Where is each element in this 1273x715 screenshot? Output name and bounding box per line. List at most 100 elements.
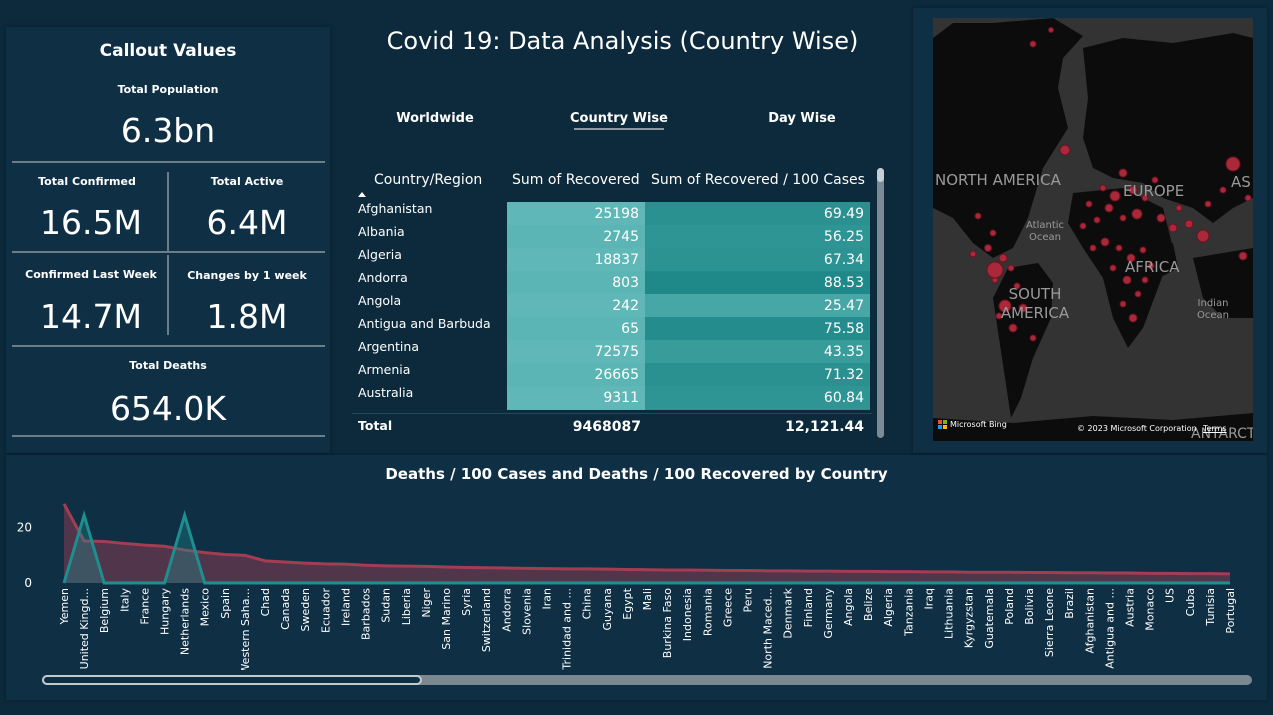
- map-label-indian-ocean: Indian Ocean: [1197, 298, 1229, 321]
- x-tick-label: Iran: [540, 588, 553, 610]
- chart-scrollbar-thumb[interactable]: [42, 675, 422, 685]
- table-cell-recovered-per-100[interactable]: 60.84: [645, 386, 870, 409]
- map-label-atlantic-ocean: Atlantic Ocean: [1025, 220, 1065, 243]
- x-tick-label: Afghanistan: [1083, 588, 1096, 654]
- table-cell-recovered-per-100[interactable]: 69.49: [645, 202, 870, 225]
- x-tick-label: Chad: [259, 588, 272, 616]
- table-scrollbar-thumb[interactable]: [877, 168, 884, 182]
- table-cell-recovered[interactable]: 9311: [507, 386, 645, 409]
- table-row-country[interactable]: Albania: [358, 224, 405, 239]
- table-row-country[interactable]: Algeria: [358, 247, 402, 262]
- table-row-country[interactable]: Afghanistan: [358, 201, 433, 216]
- x-tick-label: Belize: [862, 588, 875, 621]
- x-tick-label: Yemen: [58, 588, 71, 626]
- chart-panel: [6, 455, 1267, 700]
- map-label-africa: AFRICA: [1125, 258, 1180, 276]
- table-cell-recovered[interactable]: 18837: [507, 248, 645, 271]
- total-deaths-value: 654.0K: [109, 389, 227, 428]
- x-tick-label: Peru: [742, 588, 755, 613]
- col-header-recovered-per-100[interactable]: Sum of Recovered / 100 Cases: [651, 172, 865, 188]
- x-tick-label: Angola: [842, 588, 855, 626]
- confirmed-last-week-label: Confirmed Last Week: [25, 268, 157, 281]
- active-tab-underline: [574, 128, 664, 130]
- x-tick-label: Guyana: [601, 588, 614, 630]
- table-cell-recovered-per-100[interactable]: 71.32: [645, 363, 870, 386]
- x-tick-label: Italy: [118, 588, 131, 612]
- series-line-0[interactable]: [62, 503, 1231, 576]
- changes-label: Changes by 1 week: [187, 269, 307, 282]
- map-label-asia: AS: [1231, 173, 1251, 191]
- table-cell-recovered-per-100[interactable]: 25.47: [645, 294, 870, 317]
- x-tick-label: France: [138, 588, 151, 625]
- table-cell-recovered-per-100[interactable]: 75.58: [645, 317, 870, 340]
- table-cell-recovered-per-100[interactable]: 43.35: [645, 340, 870, 363]
- series-area-0[interactable]: [64, 503, 1230, 583]
- series-area-1[interactable]: [64, 515, 1230, 583]
- sort-ascending-icon[interactable]: [357, 190, 367, 198]
- table-cell-recovered[interactable]: 803: [507, 271, 645, 294]
- x-tick-label: Slovenia: [520, 588, 533, 635]
- tab-worldwide[interactable]: Worldwide: [396, 111, 474, 126]
- callout-title: Callout Values: [99, 41, 237, 61]
- x-tick-label: Niger: [420, 588, 433, 618]
- x-tick-label: Hungary: [159, 588, 172, 635]
- x-tick-label: Portugal: [1224, 588, 1237, 634]
- x-tick-label: Barbados: [360, 588, 373, 640]
- x-tick-label: China: [581, 588, 594, 619]
- total-confirmed-value: 16.5M: [40, 203, 142, 242]
- confirmed-last-week-value: 14.7M: [40, 297, 142, 336]
- x-tick-label: Sierra Leone: [1043, 588, 1056, 657]
- map-terms-link[interactable]: Terms: [1203, 424, 1227, 433]
- x-tick-label: Mexico: [199, 588, 212, 627]
- callout-panel: Callout Values Total Population 6.3bn To…: [6, 27, 330, 453]
- page-title: Covid 19: Data Analysis (Country Wise): [386, 27, 859, 55]
- x-tick-label: Antigua and ...: [1103, 588, 1116, 669]
- table-cell-recovered[interactable]: 2745: [507, 225, 645, 248]
- table-cell-recovered[interactable]: 26665: [507, 363, 645, 386]
- changes-value: 1.8M: [206, 297, 288, 336]
- x-tick-label: Switzerland: [480, 588, 493, 652]
- x-tick-label: Brazil: [1063, 588, 1076, 619]
- bing-label: Microsoft Bing: [950, 420, 1007, 429]
- divider: [12, 251, 325, 253]
- total-population-value: 6.3bn: [120, 111, 216, 150]
- divider: [167, 172, 169, 252]
- x-tick-label: Canada: [279, 588, 292, 630]
- divider: [12, 435, 325, 437]
- table-row-country[interactable]: Andorra: [358, 270, 408, 285]
- map-label-europe: EUROPE: [1123, 182, 1185, 200]
- x-tick-label: Sudan: [380, 588, 393, 623]
- table-cell-recovered[interactable]: 25198: [507, 202, 645, 225]
- x-tick-label: Lithuania: [943, 588, 956, 639]
- col-header-country[interactable]: Country/Region: [374, 172, 483, 188]
- table-cell-recovered[interactable]: 72575: [507, 340, 645, 363]
- y-tick-label: 20: [17, 521, 32, 535]
- x-tick-label: Algeria: [882, 588, 895, 627]
- table-cell-recovered[interactable]: 242: [507, 294, 645, 317]
- table-cell-recovered-per-100[interactable]: 56.25: [645, 225, 870, 248]
- divider: [12, 345, 325, 347]
- world-map[interactable]: NORTH AMERICA EUROPE AS Atlantic Ocean A…: [933, 18, 1253, 441]
- table-row-country[interactable]: Argentina: [358, 339, 419, 354]
- table-row-country[interactable]: Australia: [358, 385, 414, 400]
- tab-country-wise[interactable]: Country Wise: [570, 111, 668, 126]
- table-row-country[interactable]: Angola: [358, 293, 402, 308]
- table-cell-recovered-per-100[interactable]: 88.53: [645, 271, 870, 294]
- total-active-label: Total Active: [210, 175, 284, 188]
- series-line-1[interactable]: [62, 509, 1230, 585]
- x-tick-label: Denmark: [782, 587, 795, 638]
- chart-title: Deaths / 100 Cases and Deaths / 100 Reco…: [385, 465, 888, 483]
- total-population-label: Total Population: [117, 83, 219, 96]
- table-row-country[interactable]: Antigua and Barbuda: [358, 316, 491, 331]
- tab-day-wise[interactable]: Day Wise: [768, 111, 836, 126]
- table-cell-recovered[interactable]: 65: [507, 317, 645, 340]
- x-tick-label: Austria: [1123, 588, 1136, 627]
- x-tick-label: Tanzania: [902, 588, 915, 637]
- table-cell-recovered-per-100[interactable]: 67.34: [645, 248, 870, 271]
- x-tick-label: Syria: [460, 588, 473, 616]
- chart-scrollbar[interactable]: [42, 675, 1252, 685]
- table-scrollbar[interactable]: [877, 168, 884, 438]
- col-header-recovered[interactable]: Sum of Recovered: [512, 172, 640, 188]
- total-active-value: 6.4M: [206, 203, 288, 242]
- table-row-country[interactable]: Armenia: [358, 362, 411, 377]
